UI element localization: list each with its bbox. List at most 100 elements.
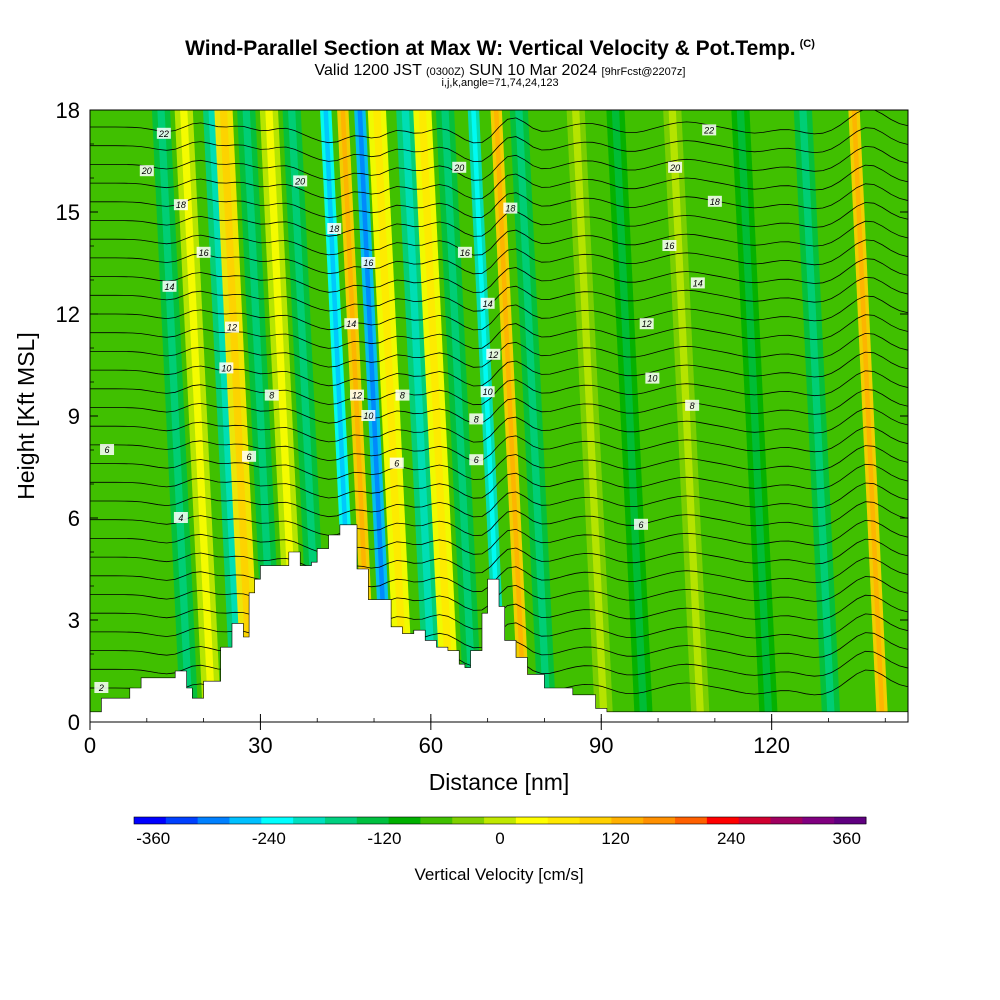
contour-label-bg [662,240,677,251]
contour-label-bg [702,124,717,136]
contour-label: 14 [483,299,493,309]
contour-label: 6 [474,455,479,465]
theta-contour [90,519,908,555]
x-tick-label: 30 [248,733,272,758]
contour-label-bg [389,457,404,469]
contour-label-bg [327,223,342,234]
velocity-band-core [441,110,478,722]
contour-label: 14 [693,278,703,288]
colorbar-swatch [706,817,740,824]
colorbar-tick-label: 0 [495,829,504,848]
colorbar-swatch [261,817,294,824]
y-tick-label: 18 [56,98,80,123]
theta-contour [90,258,908,293]
theta-contour [90,389,908,424]
contour-label: 6 [247,452,252,462]
theta-contour [90,426,908,462]
subtitle-utc: (0300Z) [426,66,465,78]
axes: 0 30 60 90 120 0 3 6 9 12 15 18 [56,98,908,758]
theta-contour [90,370,908,406]
contour-label: 18 [176,200,186,210]
colorbar-swatch [324,817,358,824]
contour-label-bg [162,280,177,292]
y-tick-label: 0 [68,710,80,735]
x-tick-label: 0 [84,733,96,758]
velocity-band-core [668,110,705,722]
contour-label: 6 [394,459,399,469]
terrain [90,524,908,722]
contour-label-bg [452,161,467,173]
contour-label-bg [486,348,501,360]
contour-label-bg [196,246,211,258]
contour-label-bg [457,246,472,258]
colorbar-frame [133,816,867,825]
colorbar-swatch [420,817,453,824]
theta-contour [90,445,908,480]
contour-label-bg [361,257,376,268]
theta-contour [90,145,908,181]
contour-label: 8 [474,414,479,424]
velocity-band-core [219,110,256,722]
theta-contour [90,314,908,350]
contour-label-bg [503,202,518,214]
y-tick-label: 9 [68,404,80,429]
contour-label: 10 [647,374,657,384]
contour-label: 20 [294,176,305,186]
velocity-band-core [157,110,194,722]
colorbar-tick-label: 240 [717,829,745,848]
velocity-band-core [180,110,216,722]
theta-contour [90,202,908,237]
contour-label-bg [219,362,234,374]
contour-label-bg [361,410,376,421]
contour-label-bg [173,512,188,523]
contour-label-bg [634,518,649,530]
contour-label-bg [100,444,115,455]
theta-contour [90,164,908,200]
contour-label: 12 [642,319,652,329]
theta-contour [90,538,908,574]
theta-contour [90,220,908,256]
contour-label: 6 [639,520,644,530]
contour-label: 18 [329,224,339,234]
contour-label: 2 [98,683,104,693]
colorbar-tick-label: -120 [367,829,401,848]
colorbar-swatch [802,817,835,824]
contour-label-bg [690,277,705,289]
contour-label-bg [349,389,364,401]
theta-contour [90,557,908,593]
contour-label: 10 [363,411,373,421]
colorbar-swatch [675,817,708,824]
contour-label: 22 [158,129,169,139]
subtitle-date: SUN 10 Mar 2024 [469,62,598,79]
velocity-band-core [515,110,551,722]
contour-label-bg [293,175,308,187]
contour-label: 10 [483,387,493,397]
contour-label-bg [225,321,240,333]
colorbar-swatch [165,817,199,824]
chart-title-text: Wind-Parallel Section at Max W: Vertical… [185,37,796,60]
colorbar-swatch [611,817,644,824]
velocity-band-core [471,110,505,722]
colorbar-swatch [834,817,867,824]
y-tick-label: 12 [56,302,80,327]
x-tick-label: 90 [589,733,613,758]
velocity-band-core [208,110,245,722]
velocity-band-core [572,110,608,722]
theta-contour [90,482,908,518]
velocity-band-core [373,110,409,722]
contour-label-bg [242,450,257,462]
contour-label: 14 [346,319,356,329]
velocity-band-core [799,110,835,722]
colorbar-swatch [293,817,326,824]
theta-contour [90,407,908,443]
velocity-band-core [851,110,885,722]
colorbar-swatch [356,817,390,824]
contour-label: 14 [165,282,175,292]
colorbar-swatch [579,817,612,824]
colorbar-swatch [134,817,167,824]
theta-contour [90,295,908,331]
theta-contour [90,276,908,312]
colorbar-tick-label: -240 [252,829,286,848]
